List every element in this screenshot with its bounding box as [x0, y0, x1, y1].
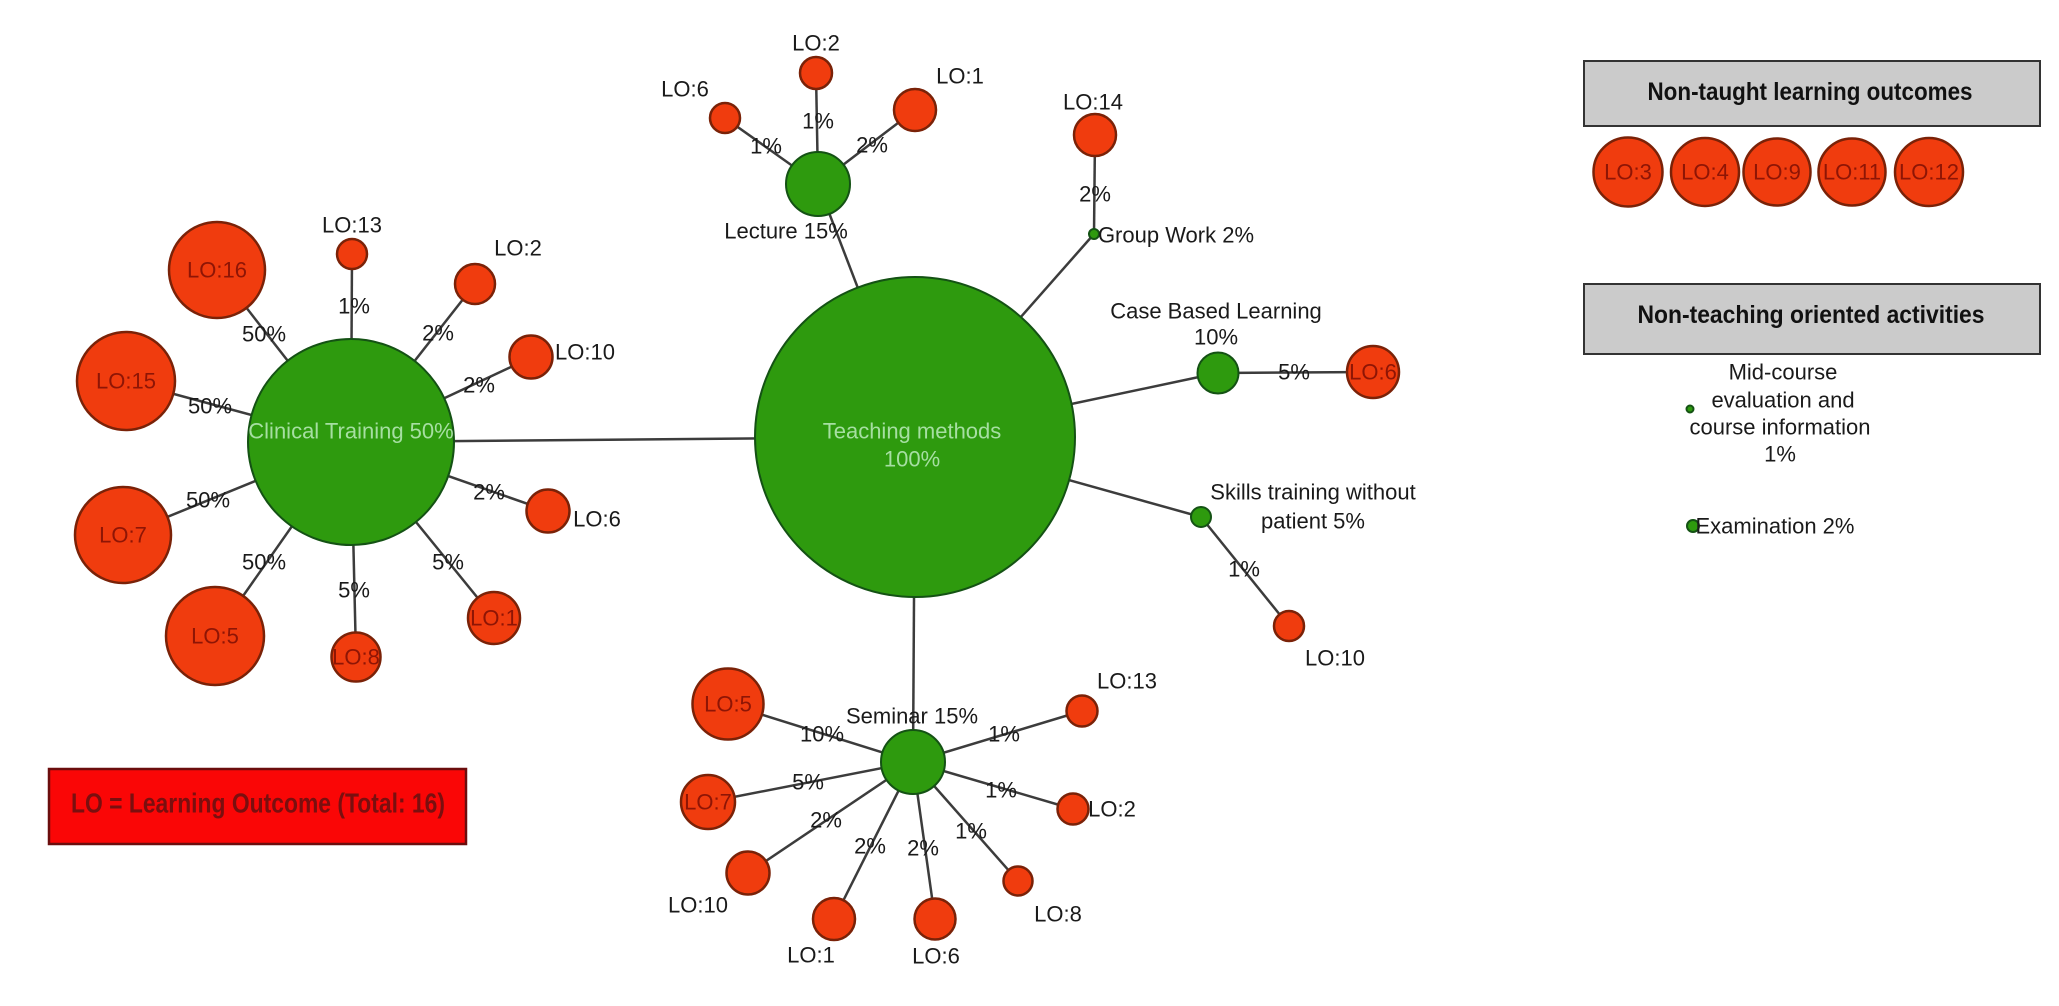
svg-text:LO:1: LO:1 [470, 606, 518, 631]
svg-text:2%: 2% [856, 133, 888, 158]
svg-text:LO:2: LO:2 [1088, 797, 1136, 822]
svg-text:Group Work 2%: Group Work 2% [1098, 223, 1254, 248]
svg-text:LO:3: LO:3 [1604, 160, 1652, 185]
svg-text:Seminar 15%: Seminar 15% [846, 704, 978, 729]
svg-text:2%: 2% [463, 373, 495, 398]
svg-text:2%: 2% [422, 321, 454, 346]
svg-text:Clinical Training 50%: Clinical Training 50% [248, 419, 453, 444]
svg-text:2%: 2% [473, 480, 505, 505]
svg-text:Mid-course: Mid-course [1729, 360, 1838, 385]
svg-text:LO:2: LO:2 [494, 236, 542, 261]
svg-text:LO:9: LO:9 [1753, 160, 1801, 185]
svg-text:evaluation and: evaluation and [1711, 388, 1854, 413]
svg-text:LO:14: LO:14 [1063, 90, 1123, 115]
svg-text:LO:5: LO:5 [191, 624, 239, 649]
svg-text:LO:6: LO:6 [912, 944, 960, 969]
svg-text:LO = Learning Outcome (Total:: LO = Learning Outcome (Total: 16) [71, 788, 445, 819]
svg-text:2%: 2% [810, 808, 842, 833]
svg-text:LO:11: LO:11 [1823, 160, 1881, 185]
svg-text:50%: 50% [186, 488, 230, 513]
svg-text:Examination 2%: Examination 2% [1696, 514, 1855, 539]
svg-text:1%: 1% [802, 109, 834, 134]
svg-text:course information: course information [1690, 415, 1871, 440]
svg-text:Skills training without: Skills training without [1210, 480, 1415, 505]
svg-text:LO:1: LO:1 [936, 64, 984, 89]
svg-text:5%: 5% [432, 550, 464, 575]
svg-text:2%: 2% [1079, 182, 1111, 207]
svg-text:LO:6: LO:6 [573, 507, 621, 532]
svg-text:LO:8: LO:8 [1034, 902, 1082, 927]
svg-text:2%: 2% [854, 834, 886, 859]
svg-text:LO:13: LO:13 [1097, 669, 1157, 694]
svg-text:LO:7: LO:7 [684, 790, 732, 815]
svg-text:LO:7: LO:7 [99, 523, 147, 548]
svg-text:Non-taught learning outcomes: Non-taught learning outcomes [1648, 78, 1973, 106]
svg-text:Non-teaching oriented activiti: Non-teaching oriented activities [1638, 301, 1985, 329]
svg-text:2%: 2% [907, 836, 939, 861]
svg-text:LO:12: LO:12 [1899, 160, 1959, 185]
svg-text:LO:1: LO:1 [787, 943, 835, 968]
svg-text:LO:13: LO:13 [322, 213, 382, 238]
svg-text:Case Based Learning: Case Based Learning [1110, 299, 1322, 324]
svg-text:LO:16: LO:16 [187, 258, 247, 283]
svg-text:5%: 5% [338, 578, 370, 603]
svg-text:50%: 50% [242, 322, 286, 347]
svg-text:LO:10: LO:10 [1305, 646, 1365, 671]
svg-text:1%: 1% [338, 294, 370, 319]
svg-text:10%: 10% [800, 722, 844, 747]
svg-text:1%: 1% [988, 722, 1020, 747]
svg-text:1%: 1% [955, 819, 987, 844]
svg-text:1%: 1% [985, 778, 1017, 803]
svg-text:1%: 1% [1764, 442, 1796, 467]
svg-text:5%: 5% [1278, 360, 1310, 385]
svg-text:LO:6: LO:6 [661, 77, 709, 102]
svg-text:LO:2: LO:2 [792, 31, 840, 56]
svg-text:patient 5%: patient 5% [1261, 509, 1365, 534]
svg-text:Lecture 15%: Lecture 15% [724, 219, 848, 244]
svg-text:5%: 5% [792, 770, 824, 795]
svg-text:LO:4: LO:4 [1681, 160, 1729, 185]
svg-text:LO:10: LO:10 [555, 340, 615, 365]
svg-text:10%: 10% [1194, 325, 1238, 350]
svg-text:1%: 1% [1228, 557, 1260, 582]
svg-text:LO:8: LO:8 [332, 645, 380, 670]
svg-text:50%: 50% [188, 394, 232, 419]
svg-text:1%: 1% [750, 134, 782, 159]
svg-text:LO:15: LO:15 [96, 369, 156, 394]
svg-text:Teaching methods: Teaching methods [823, 419, 1002, 444]
svg-text:100%: 100% [884, 447, 940, 472]
svg-text:LO:6: LO:6 [1349, 360, 1397, 385]
svg-text:LO:10: LO:10 [668, 893, 728, 918]
svg-text:LO:5: LO:5 [704, 692, 752, 717]
svg-text:50%: 50% [242, 550, 286, 575]
